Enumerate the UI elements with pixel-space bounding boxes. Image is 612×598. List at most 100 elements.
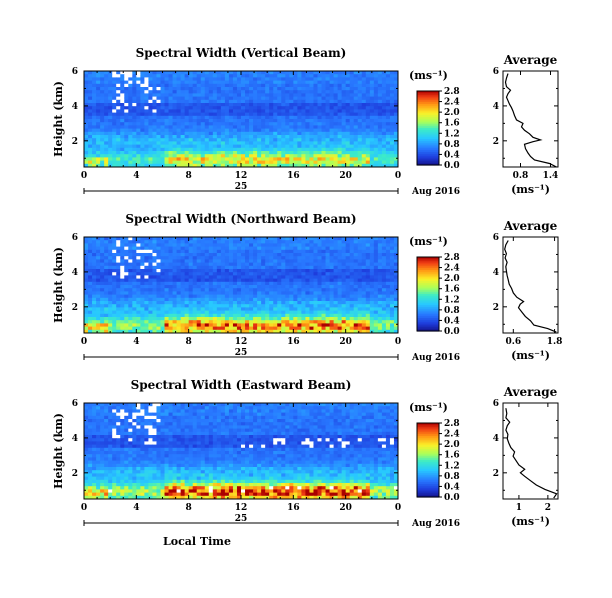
- heatmap-cell: [184, 281, 190, 286]
- heatmap-cell: [321, 256, 327, 260]
- heatmap-cell: [144, 278, 149, 283]
- heatmap-cell: [136, 243, 141, 248]
- heatmap-cell: [389, 99, 395, 104]
- heatmap-cell: [196, 301, 202, 305]
- heatmap-cell: [116, 297, 121, 302]
- heatmap-cell: [293, 262, 298, 267]
- heatmap-cell: [293, 291, 298, 296]
- heatmap-cell: [333, 71, 339, 75]
- date-label: 25: [235, 348, 248, 358]
- heatmap-cell: [124, 144, 129, 149]
- heatmap-cell: [200, 294, 206, 299]
- heatmap-cell: [253, 253, 258, 257]
- heatmap-cell: [285, 157, 290, 162]
- heatmap-cell: [377, 90, 383, 94]
- heatmap-cell: [220, 122, 226, 126]
- heatmap-cell: [228, 259, 234, 264]
- heatmap-cell: [349, 157, 355, 162]
- heatmap-cell: [285, 141, 290, 146]
- colorbar-swatch: [417, 319, 439, 323]
- heatmap-cell: [148, 304, 153, 308]
- heatmap-cell: [309, 147, 314, 152]
- heatmap-cell: [144, 323, 149, 328]
- heatmap-cell: [180, 135, 186, 139]
- heatmap-cell: [377, 237, 383, 241]
- heatmap-cell: [224, 326, 230, 331]
- heatmap-cell: [100, 144, 105, 149]
- heatmap-cell: [220, 243, 226, 248]
- heatmap-cell: [120, 154, 125, 158]
- heatmap-cell: [373, 138, 379, 142]
- heatmap-cell: [261, 122, 266, 126]
- heatmap-cell: [176, 103, 182, 107]
- heatmap-cell: [132, 304, 137, 308]
- heatmap-cell: [136, 71, 141, 75]
- heatmap-cell: [381, 326, 387, 331]
- heatmap-cell: [337, 291, 343, 296]
- heatmap-cell: [385, 87, 391, 91]
- heatmap-cell: [112, 297, 117, 302]
- heatmap-cell: [253, 272, 258, 276]
- heatmap-cell: [269, 237, 274, 241]
- heatmap-cell: [216, 87, 222, 91]
- heatmap-cell: [265, 90, 270, 94]
- heatmap-cell: [297, 154, 302, 158]
- heatmap-cell: [241, 103, 246, 107]
- heatmap-cell: [385, 291, 391, 296]
- heatmap-cell: [357, 265, 363, 270]
- heatmap-cell: [108, 115, 113, 120]
- heatmap-cell: [104, 281, 109, 286]
- heatmap-cell: [369, 99, 375, 104]
- heatmap-cell: [228, 326, 234, 331]
- heatmap-cell: [277, 307, 282, 312]
- heatmap-cell: [172, 160, 178, 165]
- heatmap-cell: [152, 272, 157, 276]
- heatmap-cell: [208, 288, 214, 292]
- heatmap-cell: [168, 151, 174, 155]
- heatmap-cell: [253, 310, 258, 315]
- heatmap-cell: [112, 163, 117, 168]
- heatmap-cell: [200, 275, 206, 280]
- heatmap-cell: [261, 297, 266, 302]
- heatmap-cell: [285, 291, 290, 296]
- heatmap-cell: [172, 87, 178, 91]
- heatmap-cell: [333, 125, 339, 130]
- heatmap-cell: [321, 285, 327, 289]
- heatmap-cell: [104, 320, 109, 324]
- heatmap-cell: [245, 93, 250, 98]
- heatmap-cell: [301, 144, 306, 149]
- heatmap-cell: [136, 291, 141, 296]
- heatmap-cell: [289, 304, 294, 308]
- heatmap-cell: [345, 71, 351, 75]
- heatmap-cell: [293, 269, 298, 273]
- heatmap-cell: [369, 160, 375, 165]
- heatmap-cell: [333, 151, 339, 155]
- heatmap-cell: [96, 96, 101, 101]
- heatmap-cell: [301, 246, 306, 251]
- colorbar-swatch: [417, 295, 439, 299]
- heatmap-cell: [325, 154, 331, 158]
- heatmap-cell: [188, 288, 194, 292]
- heatmap-cell: [188, 301, 194, 305]
- heatmap-cell: [184, 323, 190, 328]
- heatmap-cell: [261, 83, 266, 88]
- heatmap-cell: [245, 243, 250, 248]
- heatmap-cell: [249, 103, 254, 107]
- heatmap-cell: [301, 288, 306, 292]
- heatmap-cell: [361, 83, 367, 88]
- heatmap-cell: [349, 103, 355, 107]
- heatmap-cell: [224, 96, 230, 101]
- heatmap-cell: [321, 272, 327, 276]
- heatmap-cell: [333, 80, 339, 85]
- heatmap-cell: [369, 112, 375, 117]
- heatmap-cell: [369, 90, 375, 94]
- heatmap-cell: [188, 122, 194, 126]
- heatmap-cell: [281, 278, 286, 283]
- heatmap-cell: [309, 326, 314, 331]
- heatmap-cell: [305, 141, 310, 146]
- heatmap-cell: [309, 138, 314, 142]
- heatmap-cell: [265, 77, 270, 82]
- heatmap-cell: [349, 135, 355, 139]
- heatmap-cell: [273, 109, 278, 114]
- heatmap-cell: [136, 151, 141, 155]
